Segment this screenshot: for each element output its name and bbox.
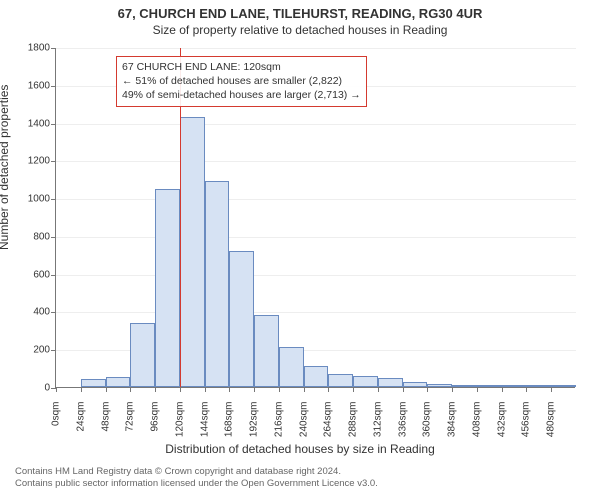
histogram-bar	[254, 315, 279, 387]
x-tick	[155, 387, 156, 392]
x-tick	[205, 387, 206, 392]
x-axis-label: Distribution of detached houses by size …	[0, 442, 600, 456]
x-tick	[254, 387, 255, 392]
histogram-bar	[452, 385, 477, 387]
grid-line	[56, 48, 576, 49]
x-tick	[477, 387, 478, 392]
x-tick	[353, 387, 354, 392]
y-tick	[51, 48, 56, 49]
histogram-bar	[81, 379, 106, 387]
x-tick	[378, 387, 379, 392]
chart-title: 67, CHURCH END LANE, TILEHURST, READING,…	[0, 0, 600, 21]
y-tick-label: 800	[33, 231, 50, 242]
x-tick	[130, 387, 131, 392]
grid-line	[56, 312, 576, 313]
histogram-bar	[155, 189, 180, 387]
x-tick	[229, 387, 230, 392]
x-tick	[56, 387, 57, 392]
histogram-bar	[403, 382, 428, 387]
y-tick	[51, 199, 56, 200]
histogram-bar	[205, 181, 230, 387]
footer-line-2: Contains public sector information licen…	[15, 478, 378, 489]
x-tick	[551, 387, 552, 392]
x-tick	[106, 387, 107, 392]
y-tick-label: 0	[44, 383, 50, 394]
histogram-bar	[328, 374, 353, 387]
x-tick	[279, 387, 280, 392]
annotation-line-1: 67 CHURCH END LANE: 120sqm	[122, 61, 281, 73]
histogram-bar	[502, 385, 527, 387]
y-tick	[51, 124, 56, 125]
grid-line	[56, 124, 576, 125]
histogram-bar	[279, 347, 304, 387]
x-tick	[180, 387, 181, 392]
y-tick-label: 1800	[28, 43, 50, 54]
chart-subtitle: Size of property relative to detached ho…	[0, 21, 600, 37]
y-tick	[51, 312, 56, 313]
x-tick	[403, 387, 404, 392]
histogram-bar	[353, 376, 378, 387]
grid-line	[56, 275, 576, 276]
y-tick-label: 1400	[28, 118, 50, 129]
y-tick	[51, 86, 56, 87]
y-tick	[51, 237, 56, 238]
y-tick-label: 1600	[28, 80, 50, 91]
histogram-bar	[526, 385, 551, 387]
histogram-bar	[130, 323, 155, 387]
x-tick	[452, 387, 453, 392]
histogram-bar	[229, 251, 254, 387]
y-tick-label: 1000	[28, 194, 50, 205]
y-tick-label: 200	[33, 345, 50, 356]
x-tick	[304, 387, 305, 392]
y-tick	[51, 161, 56, 162]
y-tick-label: 600	[33, 269, 50, 280]
x-tick	[427, 387, 428, 392]
footer-line-1: Contains HM Land Registry data © Crown c…	[15, 466, 341, 477]
grid-line	[56, 161, 576, 162]
histogram-bar	[477, 385, 502, 387]
x-tick	[328, 387, 329, 392]
histogram-bar	[106, 377, 131, 387]
annotation-box: 67 CHURCH END LANE: 120sqm ← 51% of detac…	[116, 56, 367, 107]
annotation-line-2: ← 51% of detached houses are smaller (2,…	[122, 75, 342, 87]
y-tick-label: 1200	[28, 156, 50, 167]
y-tick	[51, 275, 56, 276]
annotation-line-3: 49% of semi-detached houses are larger (…	[122, 89, 361, 101]
histogram-bar	[427, 384, 452, 387]
y-axis-label: Number of detached properties	[0, 85, 11, 250]
footer-attribution: Contains HM Land Registry data © Crown c…	[15, 466, 585, 490]
histogram-bar	[378, 378, 403, 387]
x-tick	[81, 387, 82, 392]
histogram-plot: 0200400600800100012001400160018000sqm24s…	[55, 48, 575, 388]
histogram-bar	[304, 366, 329, 387]
x-tick	[502, 387, 503, 392]
y-tick	[51, 350, 56, 351]
y-tick-label: 400	[33, 307, 50, 318]
histogram-bar	[551, 385, 576, 387]
grid-line	[56, 237, 576, 238]
grid-line	[56, 199, 576, 200]
histogram-bar	[180, 117, 205, 387]
x-tick	[526, 387, 527, 392]
